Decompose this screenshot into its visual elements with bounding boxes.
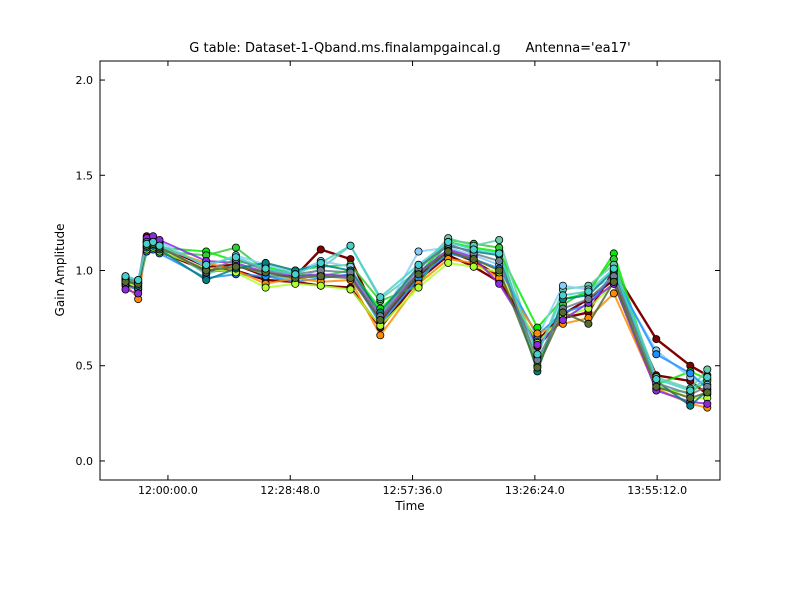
series-9-point bbox=[444, 258, 453, 267]
y-tick-label: 1.5 bbox=[76, 169, 94, 182]
series-13-point bbox=[652, 382, 661, 391]
series-14-point bbox=[584, 287, 593, 296]
series-14-point bbox=[155, 241, 164, 250]
series-14-point bbox=[414, 260, 423, 269]
series-14-point bbox=[202, 260, 211, 269]
series-14-point bbox=[316, 258, 325, 267]
series-10-point bbox=[703, 399, 712, 408]
series-14-point bbox=[149, 237, 158, 246]
series-6-point bbox=[414, 247, 423, 256]
series-13-point bbox=[469, 255, 478, 264]
series-6-point bbox=[558, 281, 567, 290]
x-axis-label: Time bbox=[394, 499, 424, 513]
series-13-point bbox=[558, 308, 567, 317]
series-10-point bbox=[495, 279, 504, 288]
series-10-point bbox=[121, 285, 130, 294]
series-14-point bbox=[376, 293, 385, 302]
series-13-point bbox=[609, 277, 618, 286]
series-14-point bbox=[291, 270, 300, 279]
series-4-point bbox=[231, 243, 240, 252]
series-5-point bbox=[495, 235, 504, 244]
y-axis-label: Gain Amplitude bbox=[53, 224, 67, 317]
series-14-point bbox=[686, 386, 695, 395]
series-10-point bbox=[558, 315, 567, 324]
series-14-point bbox=[703, 373, 712, 382]
series-9-point bbox=[414, 283, 423, 292]
series-10-point bbox=[533, 340, 542, 349]
series-14-point bbox=[134, 275, 143, 284]
series-7-point bbox=[686, 369, 695, 378]
axes: 0.0 0.5 1.0 1.5 2.0 12:00:00.0 12:28:48.0 12:57… bbox=[76, 60, 721, 497]
series-1-point bbox=[316, 245, 325, 254]
y-tick-label: 2.0 bbox=[76, 74, 94, 87]
series-13-point bbox=[495, 266, 504, 275]
series-13-point bbox=[703, 388, 712, 397]
series-5-point bbox=[703, 365, 712, 374]
series-9-point bbox=[316, 281, 325, 290]
series-8-point bbox=[376, 331, 385, 340]
x-tick-label: 13:26:24.0 bbox=[505, 484, 565, 497]
chart-title: G table: Dataset-1-Qband.ms.finalampgain… bbox=[189, 41, 630, 56]
series-14-point bbox=[444, 237, 453, 246]
x-tick-label: 12:28:48.0 bbox=[260, 484, 320, 497]
x-tick-label: 12:57:36.0 bbox=[383, 484, 443, 497]
series-14-point bbox=[261, 264, 270, 273]
series-9-point bbox=[261, 283, 270, 292]
series-14-point bbox=[469, 245, 478, 254]
series-13-point bbox=[533, 363, 542, 372]
series-12-point bbox=[495, 256, 504, 265]
series-13-point bbox=[231, 262, 240, 271]
series-13-point bbox=[346, 274, 355, 283]
series-11-point bbox=[686, 401, 695, 410]
series-7-point bbox=[652, 350, 661, 359]
x-tick-label: 13:55:12.0 bbox=[627, 484, 687, 497]
series-13-point bbox=[414, 270, 423, 279]
x-tick-label: 12:00:00.0 bbox=[138, 484, 198, 497]
y-tick-label: 1.0 bbox=[76, 265, 94, 278]
series-14-point bbox=[495, 249, 504, 258]
series-14-point bbox=[346, 241, 355, 250]
series-14-point bbox=[533, 350, 542, 359]
series-1-point bbox=[652, 335, 661, 344]
series-13-point bbox=[584, 319, 593, 328]
series-14-point bbox=[652, 375, 661, 384]
series-8-point bbox=[533, 329, 542, 338]
series-14-point bbox=[231, 253, 240, 262]
y-tick-label: 0.0 bbox=[76, 455, 94, 468]
series-13-point bbox=[686, 394, 695, 403]
series-13-point bbox=[444, 247, 453, 256]
series-12-point bbox=[584, 295, 593, 304]
series-14-point bbox=[121, 272, 130, 281]
series-10-point bbox=[134, 289, 143, 298]
plot-area bbox=[121, 232, 712, 412]
series-14-point bbox=[609, 264, 618, 273]
series-11-point bbox=[202, 275, 211, 284]
y-tick-label: 0.5 bbox=[76, 360, 94, 373]
series-9-point bbox=[346, 285, 355, 294]
series-9-point bbox=[469, 262, 478, 271]
series-8-point bbox=[609, 289, 618, 298]
series-13-point bbox=[316, 272, 325, 281]
series-14-point bbox=[558, 291, 567, 300]
series-13-point bbox=[376, 315, 385, 324]
